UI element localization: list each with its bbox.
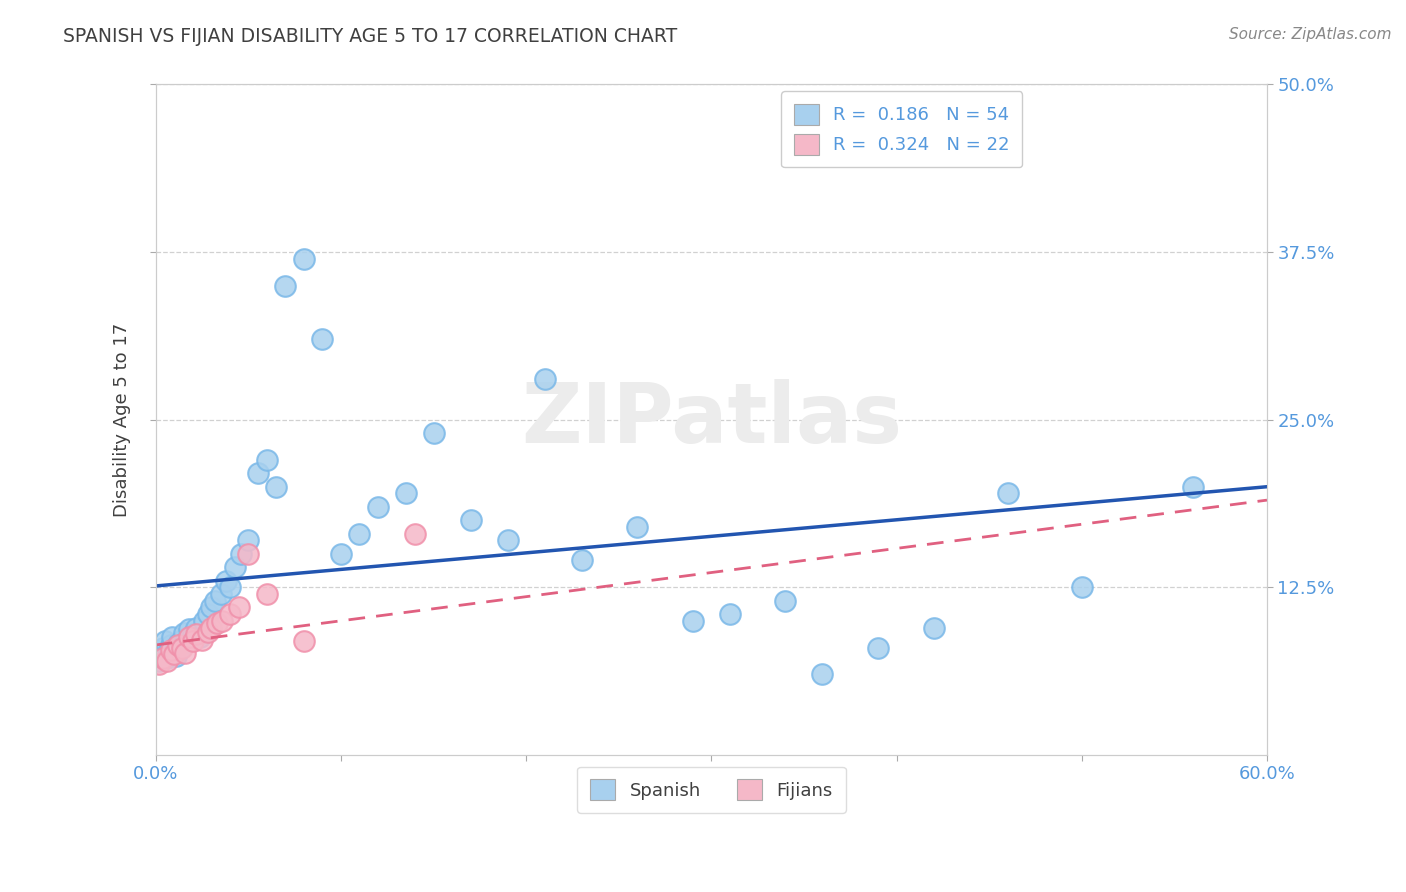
Point	[163, 646, 186, 660]
Point	[224, 560, 246, 574]
Point	[274, 278, 297, 293]
Point	[165, 648, 187, 663]
Point	[811, 667, 834, 681]
Point	[181, 634, 204, 648]
Point	[177, 622, 200, 636]
Point	[229, 547, 252, 561]
Point	[167, 638, 190, 652]
Point	[193, 614, 215, 628]
Point	[170, 632, 193, 647]
Point	[173, 626, 195, 640]
Point	[162, 630, 184, 644]
Text: SPANISH VS FIJIAN DISABILITY AGE 5 TO 17 CORRELATION CHART: SPANISH VS FIJIAN DISABILITY AGE 5 TO 17…	[63, 27, 678, 45]
Point	[174, 646, 197, 660]
Point	[200, 620, 222, 634]
Point	[148, 657, 170, 671]
Point	[186, 627, 208, 641]
Point	[218, 607, 240, 621]
Point	[571, 553, 593, 567]
Legend: Spanish, Fijians: Spanish, Fijians	[578, 767, 845, 813]
Point	[329, 547, 352, 561]
Point	[682, 614, 704, 628]
Point	[422, 426, 444, 441]
Point	[191, 632, 214, 647]
Point	[174, 635, 197, 649]
Point	[367, 500, 389, 514]
Point	[866, 640, 889, 655]
Point	[186, 620, 208, 634]
Point	[156, 651, 179, 665]
Point	[256, 587, 278, 601]
Point	[157, 643, 180, 657]
Point	[997, 486, 1019, 500]
Text: Source: ZipAtlas.com: Source: ZipAtlas.com	[1229, 27, 1392, 42]
Point	[533, 372, 555, 386]
Point	[170, 640, 193, 655]
Point	[404, 526, 426, 541]
Point	[200, 600, 222, 615]
Point	[311, 332, 333, 346]
Point	[349, 526, 371, 541]
Point	[1070, 580, 1092, 594]
Point	[211, 614, 233, 628]
Point	[218, 580, 240, 594]
Y-axis label: Disability Age 5 to 17: Disability Age 5 to 17	[114, 323, 131, 516]
Point	[496, 533, 519, 548]
Point	[205, 616, 228, 631]
Point	[156, 654, 179, 668]
Point	[152, 640, 174, 655]
Point	[246, 467, 269, 481]
Point	[148, 654, 170, 668]
Point	[292, 634, 315, 648]
Point	[197, 624, 219, 639]
Point	[395, 486, 418, 500]
Point	[264, 480, 287, 494]
Point	[718, 607, 741, 621]
Point	[922, 620, 945, 634]
Point	[152, 651, 174, 665]
Point	[215, 574, 238, 588]
Point	[238, 547, 260, 561]
Point	[150, 648, 173, 662]
Text: ZIPatlas: ZIPatlas	[520, 379, 901, 460]
Point	[159, 638, 181, 652]
Point	[1181, 480, 1204, 494]
Point	[159, 643, 181, 657]
Point	[775, 593, 797, 607]
Point	[292, 252, 315, 266]
Point	[188, 630, 211, 644]
Point	[177, 630, 200, 644]
Point	[626, 520, 648, 534]
Point	[169, 642, 191, 657]
Point	[209, 587, 232, 601]
Point	[181, 627, 204, 641]
Point	[153, 634, 176, 648]
Point	[228, 600, 250, 615]
Point	[460, 513, 482, 527]
Point	[167, 637, 190, 651]
Point	[204, 593, 226, 607]
Point	[163, 648, 186, 662]
Point	[197, 607, 219, 621]
Point	[238, 533, 260, 548]
Point	[256, 453, 278, 467]
